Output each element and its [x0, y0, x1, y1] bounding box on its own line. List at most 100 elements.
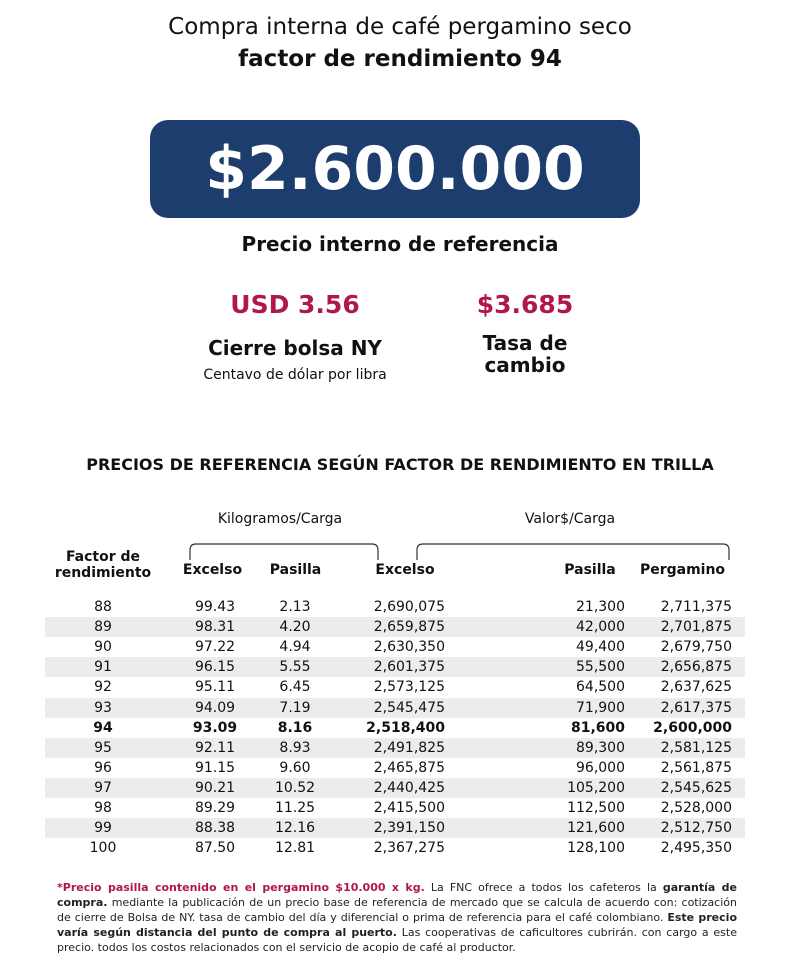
table-cell: 2,391,150: [373, 820, 445, 837]
group-label: Kilogramos/Carga: [217, 511, 343, 527]
table-cell: 88: [94, 599, 112, 615]
indicator-note: Centavo de dólar por libra: [203, 367, 387, 383]
table-cell: 2,545,625: [660, 779, 732, 796]
table-cell: 96.15: [194, 659, 236, 676]
table-cell: 93.09: [192, 719, 238, 736]
bracket: [189, 543, 379, 560]
table-cell: 2,367,275: [373, 840, 445, 857]
table-cell: 4.20: [279, 619, 311, 636]
table-cell: 89: [94, 619, 112, 636]
table-cell: 2.13: [279, 599, 311, 615]
table-cell: 12.16: [274, 820, 316, 837]
table-cell: 2,528,000: [660, 800, 732, 816]
table-cell: 100: [89, 840, 117, 857]
table-cell: 95.11: [194, 679, 236, 696]
footnote-text: *Precio pasilla contenido en el pergamin…: [57, 881, 425, 894]
table-cell: 2,701,875: [660, 619, 732, 636]
row-shade: [45, 657, 745, 678]
table-cell: 6.45: [279, 679, 311, 696]
table-cell: 21,300: [576, 599, 625, 615]
table-cell: 112,500: [567, 800, 625, 816]
table-cell: 91.15: [194, 759, 236, 776]
table-cell: 88.38: [194, 820, 236, 837]
table-title: PRECIOS DE REFERENCIA SEGÚN FACTOR DE RE…: [86, 455, 714, 474]
table-cell: 8.16: [277, 719, 313, 736]
table-cell: 8.93: [279, 739, 311, 756]
table-cell: 2,679,750: [660, 639, 732, 656]
table-cell: 9.60: [279, 759, 311, 776]
row-shade: [45, 818, 745, 839]
table-cell: 92.11: [194, 739, 236, 756]
table-cell: 90: [94, 639, 112, 656]
table-cell: 96,000: [576, 759, 625, 776]
table-cell: 98: [94, 800, 112, 816]
table-cell: 4.94: [279, 639, 311, 656]
indicator-value: USD 3.56: [230, 290, 360, 319]
table-cell: 2,656,875: [660, 659, 732, 676]
subtitle: factor de rendimiento 94: [238, 46, 562, 72]
table-cell: 55,500: [576, 659, 625, 676]
row-shade: [45, 617, 745, 638]
table-cell: 91: [94, 659, 112, 676]
table-cell: 94.09: [194, 699, 236, 716]
table-cell: 2,573,125: [373, 679, 445, 696]
footnote-text: mediante la publicación de un precio bas…: [57, 896, 737, 924]
table-cell: 2,581,125: [660, 739, 732, 756]
table-cell: 2,711,375: [660, 599, 732, 615]
table-cell: 2,600,000: [653, 719, 732, 736]
table-cell: 5.55: [279, 659, 311, 676]
table-cell: 97: [94, 779, 112, 796]
title: Compra interna de café pergamino seco: [168, 14, 632, 40]
table-cell: 2,659,875: [373, 619, 445, 636]
footnote-text: La FNC ofrece a todos los cafeteros la: [424, 881, 663, 894]
table-cell: 92: [94, 679, 112, 696]
table-cell: 95: [94, 739, 112, 756]
table-cell: 89.29: [194, 800, 236, 816]
table-cell: 93: [94, 699, 112, 716]
table-cell: 2,545,475: [373, 699, 445, 716]
table-cell: 99.43: [194, 599, 236, 615]
footnote-text: garantía de compra.: [57, 881, 738, 909]
table-cell: 98.31: [194, 619, 236, 636]
table-cell: 94: [93, 719, 113, 736]
table-cell: 64,500: [576, 679, 625, 696]
column-header: Excelso: [375, 562, 435, 578]
table-cell: 96: [94, 759, 112, 776]
table-cell: 89,300: [576, 739, 625, 756]
row-shade: [45, 697, 745, 718]
table-cell: 42,000: [576, 619, 625, 636]
price-label: Precio interno de referencia: [241, 232, 559, 256]
table-cell: 49,400: [576, 639, 625, 656]
footnote-text: Las cooperativas de caficultores cubrirá…: [57, 926, 737, 954]
row-shade: [45, 737, 745, 758]
indicator-label: Cierre bolsa NY: [208, 336, 382, 360]
table-cell: 2,512,750: [660, 820, 732, 837]
table-cell: 2,440,425: [373, 779, 445, 796]
column-header: Factor de rendimiento: [54, 549, 152, 581]
table-cell: 128,100: [567, 840, 625, 857]
table-cell: 2,637,625: [660, 679, 732, 696]
column-header: Pasilla: [269, 562, 322, 578]
table-cell: 2,518,400: [366, 719, 445, 736]
table-cell: 81,600: [570, 719, 625, 736]
table-cell: 2,465,875: [373, 759, 445, 776]
price-box: $2.600.000: [150, 120, 640, 218]
group-label: Valor$/Carga: [524, 511, 616, 527]
table-cell: 99: [94, 820, 112, 837]
table-cell: 11.25: [274, 800, 316, 816]
table-cell: 7.19: [279, 699, 311, 716]
table-cell: 90.21: [194, 779, 236, 796]
table-cell: 121,600: [567, 820, 625, 837]
table-cell: 2,617,375: [660, 699, 732, 716]
table-cell: 2,495,350: [660, 840, 732, 857]
table-cell: 2,601,375: [373, 659, 445, 676]
column-header: Excelso: [182, 562, 243, 578]
column-header: Pergamino: [639, 562, 726, 578]
table-cell: 87.50: [194, 840, 236, 857]
table-cell: 12.81: [274, 840, 316, 857]
table-cell: 2,415,500: [373, 800, 445, 816]
row-shade: [45, 777, 745, 798]
table-cell: 2,491,825: [373, 739, 445, 756]
